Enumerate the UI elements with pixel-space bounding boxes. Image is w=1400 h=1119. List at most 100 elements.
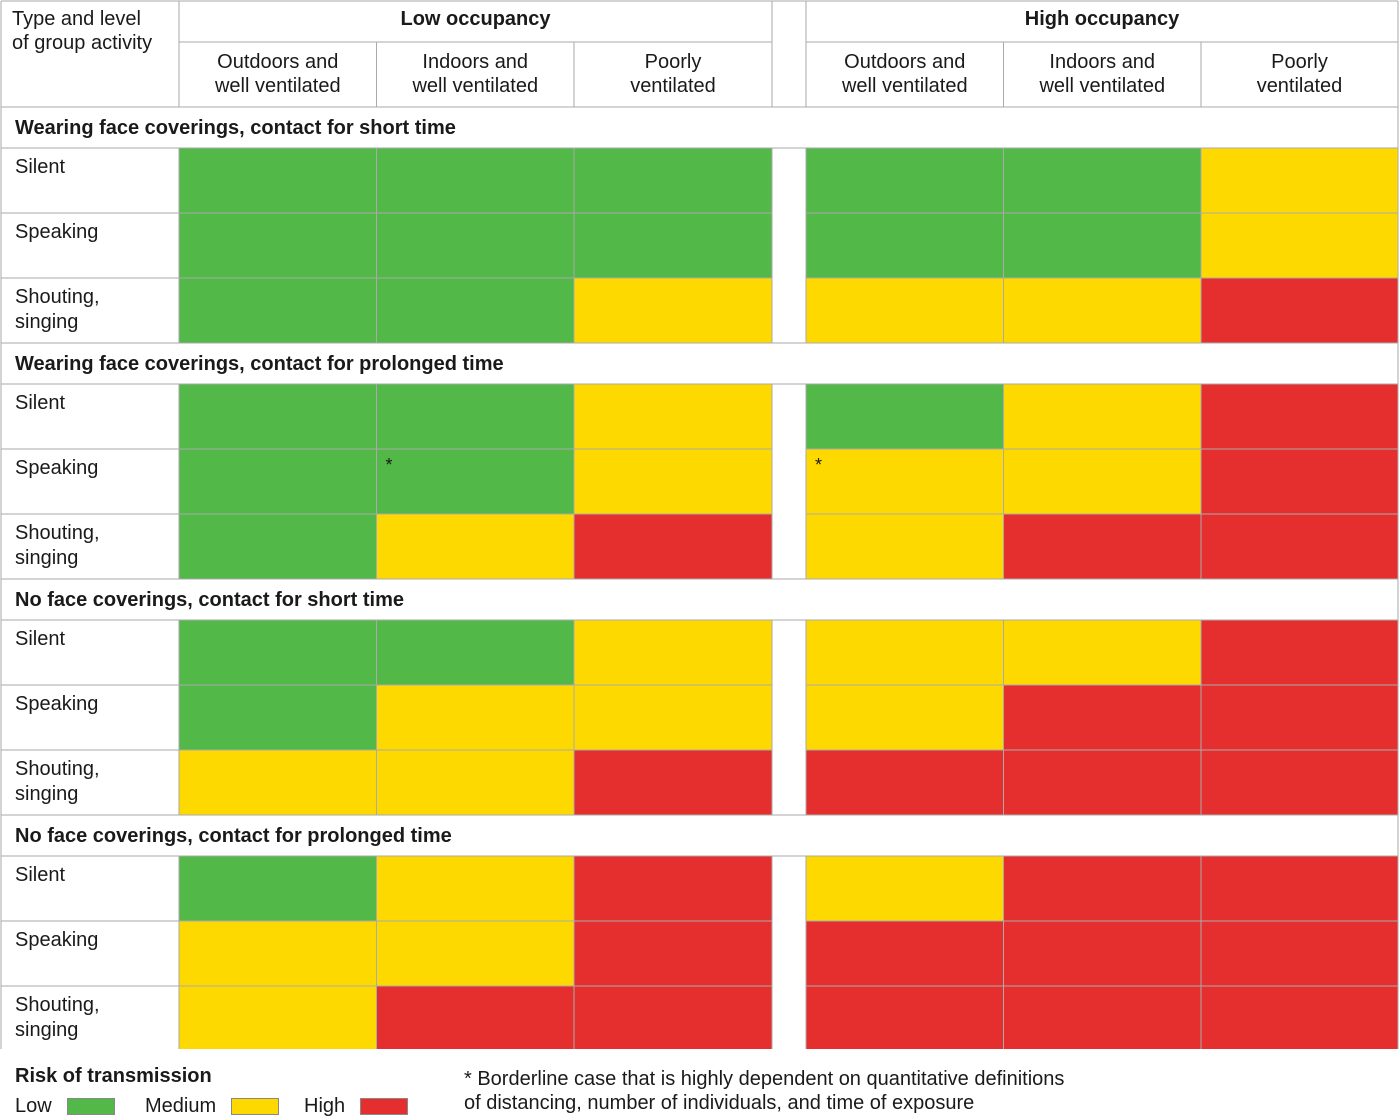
section-title: No face coverings, contact for short tim… — [15, 589, 404, 611]
column-header-line: well ventilated — [841, 75, 968, 97]
risk-cell-medium — [805, 684, 1004, 751]
risk-cell-medium — [1003, 383, 1202, 450]
risk-cell-medium — [376, 749, 575, 816]
corner-label-line: Type and level — [12, 8, 141, 30]
risk-cell-high — [1003, 920, 1202, 987]
risk-cell-high — [1200, 920, 1399, 987]
row-label: Shouting, — [15, 522, 100, 544]
risk-cell-medium — [1003, 277, 1202, 344]
risk-cell-high — [1003, 749, 1202, 816]
section-band — [0, 814, 1399, 857]
legend-label-medium: Medium — [145, 1095, 217, 1117]
risk-cell-high — [805, 985, 1004, 1049]
section-title: Wearing face coverings, contact for shor… — [15, 117, 456, 139]
row-label-cell — [0, 147, 180, 214]
risk-cell-medium — [573, 383, 773, 450]
row-label: Speaking — [15, 457, 98, 479]
risk-cell-medium — [573, 684, 773, 751]
risk-cell-low — [376, 383, 575, 450]
risk-cell-medium — [376, 920, 575, 987]
risk-cell-medium — [376, 684, 575, 751]
row-label-cell — [0, 448, 180, 515]
row-label-cell — [0, 619, 180, 686]
risk-cell-medium — [573, 619, 773, 686]
section-band — [0, 106, 1399, 149]
row-label-cell — [0, 749, 180, 816]
borderline-marker: * — [386, 455, 393, 475]
risk-cell-low — [573, 147, 773, 214]
risk-cell-high — [1200, 513, 1399, 580]
risk-cell-medium — [178, 749, 377, 816]
header-background — [1, 1, 1398, 107]
row-label-cell — [0, 277, 180, 344]
risk-cell-high — [573, 749, 773, 816]
legend-swatch-high — [360, 1098, 409, 1115]
risk-cell-low — [805, 147, 1004, 214]
footnote-line: * Borderline case that is highly depende… — [464, 1068, 1065, 1090]
risk-cell-medium — [805, 448, 1004, 515]
column-header-line: well ventilated — [1038, 75, 1165, 97]
section-title: No face coverings, contact for prolonged… — [15, 825, 452, 847]
risk-cell-low — [178, 383, 377, 450]
row-label: Silent — [15, 392, 65, 414]
legend-item-low: Low — [15, 1095, 115, 1118]
risk-cell-low — [178, 212, 377, 279]
risk-cell-low — [1003, 147, 1202, 214]
row-label: Silent — [15, 864, 65, 886]
column-header-line: Indoors and — [422, 51, 528, 73]
row-label: Shouting, — [15, 758, 100, 780]
risk-cell-low — [805, 383, 1004, 450]
row-label: Silent — [15, 628, 65, 650]
column-header-line: ventilated — [1257, 75, 1343, 97]
row-label: Speaking — [15, 221, 98, 243]
corner-label-line: of group activity — [12, 32, 152, 54]
legend-swatch-medium — [231, 1098, 280, 1115]
risk-cell-low — [1003, 212, 1202, 279]
column-header-line: well ventilated — [411, 75, 538, 97]
risk-cell-high — [1003, 513, 1202, 580]
risk-cell-medium — [376, 855, 575, 922]
risk-cell-medium — [805, 513, 1004, 580]
row-label: Speaking — [15, 929, 98, 951]
legend: Risk of transmission Low Medium High * B… — [0, 1049, 1400, 1119]
risk-cell-high — [1200, 448, 1399, 515]
row-label: singing — [15, 1019, 78, 1041]
risk-cell-high — [1200, 749, 1399, 816]
row-label: Speaking — [15, 693, 98, 715]
row-label-cell — [0, 920, 180, 987]
risk-cell-medium — [805, 855, 1004, 922]
footnote-line: of distancing, number of individuals, an… — [464, 1092, 975, 1114]
risk-cell-medium — [178, 920, 377, 987]
legend-swatch-low — [66, 1098, 115, 1115]
risk-cell-high — [573, 985, 773, 1049]
risk-cell-high — [805, 749, 1004, 816]
risk-cell-high — [1003, 684, 1202, 751]
risk-cell-high — [1200, 619, 1399, 686]
legend-title: Risk of transmission — [15, 1065, 212, 1087]
column-header-line: well ventilated — [214, 75, 341, 97]
risk-cell-medium — [1003, 619, 1202, 686]
risk-cell-high — [805, 920, 1004, 987]
row-label: singing — [15, 311, 78, 333]
column-header-line: ventilated — [630, 75, 716, 97]
group-title-low-occupancy: Low occupancy — [400, 8, 551, 30]
risk-cell-low — [376, 277, 575, 344]
risk-cell-high — [1200, 383, 1399, 450]
risk-cell-low — [376, 147, 575, 214]
column-header-line: Outdoors and — [217, 51, 338, 73]
risk-cell-low — [178, 855, 377, 922]
risk-cell-low — [178, 513, 377, 580]
risk-cell-low — [376, 212, 575, 279]
row-label: Shouting, — [15, 994, 100, 1016]
legend-label-high: High — [304, 1095, 346, 1117]
risk-cell-medium — [376, 513, 575, 580]
risk-cell-medium — [178, 985, 377, 1049]
risk-cell-low — [178, 684, 377, 751]
risk-cell-low — [573, 212, 773, 279]
risk-cell-high — [573, 513, 773, 580]
risk-cell-low — [805, 212, 1004, 279]
risk-cell-low — [376, 448, 575, 515]
risk-cell-low — [178, 619, 377, 686]
row-label: Silent — [15, 156, 65, 178]
